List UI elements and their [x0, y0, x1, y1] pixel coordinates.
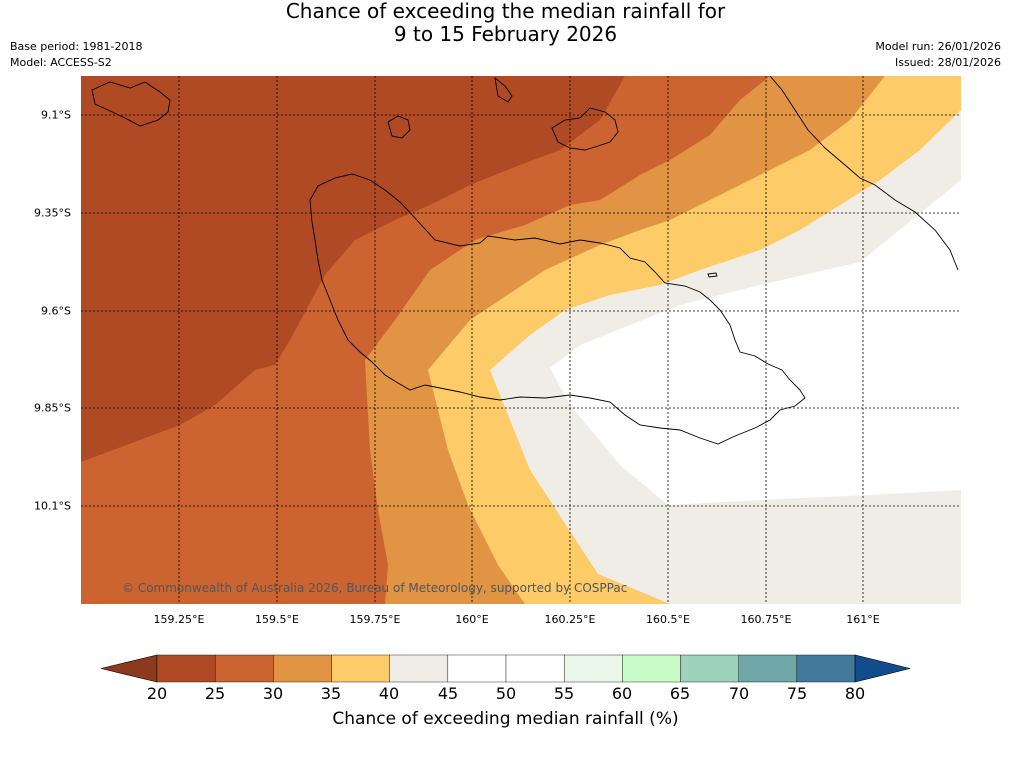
base-period-text: Base period: 1981-2018	[10, 40, 143, 53]
savo-island-coastline	[387, 115, 411, 139]
small-island	[707, 272, 718, 278]
lat-label: 9.85°S	[34, 401, 71, 415]
colorbar-swatch	[505, 654, 565, 683]
colorbar-swatch	[622, 654, 681, 683]
north-coast-island	[494, 76, 513, 103]
colorbar-swatch	[389, 654, 449, 683]
grid-lines	[81, 76, 961, 604]
issued-text: Issued: 28/01/2026	[894, 56, 1001, 69]
colorbar-tick-label: 65	[669, 684, 691, 703]
colorbar-tick-label: 60	[611, 684, 633, 703]
colorbar-tick-label: 50	[495, 684, 517, 703]
colorbar-tick-label: 80	[844, 684, 866, 703]
santa-isabel-coastline	[91, 81, 171, 127]
colorbar-tick-label: 20	[146, 684, 168, 703]
colorbar-swatch	[331, 654, 390, 683]
colorbar-swatch	[796, 654, 856, 683]
lon-label: 160.25°E	[544, 613, 596, 626]
model-text: Model: ACCESS-S2	[10, 56, 112, 69]
lat-label: 9.1°S	[41, 108, 71, 122]
colorbar-tick-label: 45	[437, 684, 459, 703]
lat-label: 10.1°S	[34, 499, 71, 513]
lon-label: 160°E	[455, 613, 489, 626]
coastlines	[91, 76, 959, 445]
title-line-2: 9 to 15 February 2026	[393, 22, 618, 46]
model-run-text: Model run: 26/01/2026	[875, 40, 1001, 53]
lat-label: 9.35°S	[34, 206, 71, 220]
lat-label: 9.6°S	[41, 304, 71, 318]
colorbar-tick-label: 75	[786, 684, 808, 703]
region-45-55	[550, 180, 961, 505]
colorbar-swatch	[680, 654, 739, 683]
colorbar-swatch	[738, 654, 798, 683]
malaita-coastline	[769, 76, 959, 271]
colorbar-extend-low	[100, 654, 158, 683]
colorbar-swatch	[447, 654, 507, 683]
rainfall-contours	[81, 76, 961, 604]
colorbar-swatch	[214, 654, 274, 683]
lon-label: 159.25°E	[153, 613, 205, 626]
lon-label: 160.75°E	[740, 613, 792, 626]
colorbar-tick-label: 25	[204, 684, 226, 703]
guadalcanal-coastline	[309, 173, 806, 445]
colorbar-extend-high	[854, 654, 911, 683]
colorbar-swatch	[563, 654, 623, 683]
lon-label: 159.75°E	[349, 613, 401, 626]
colorbar-title: Chance of exceeding median rainfall (%)	[332, 709, 679, 729]
colorbar-tick-label: 40	[378, 684, 400, 703]
colorbar-swatch	[273, 654, 332, 683]
colorbar-swatch	[156, 654, 216, 683]
colorbar-tick-label: 70	[728, 684, 750, 703]
colorbar-tick-label: 30	[262, 684, 284, 703]
lon-label: 159.5°E	[255, 613, 299, 626]
colorbar	[100, 654, 911, 683]
lon-label: 161°E	[846, 613, 880, 626]
colorbar-tick-label: 35	[320, 684, 342, 703]
title-line-1: Chance of exceeding the median rainfall …	[285, 0, 726, 23]
chart-title: Chance of exceeding the median rainfall …	[0, 0, 1011, 46]
lon-label: 160.5°E	[646, 613, 690, 626]
colorbar-tick-label: 55	[553, 684, 575, 703]
meta-left: Base period: 1981-2018 Model: ACCESS-S2	[10, 39, 142, 71]
copyright-text: © Commonwealth of Australia 2026, Bureau…	[122, 581, 627, 595]
meta-right: Model run: 26/01/2026 Issued: 28/01/2026	[875, 39, 1001, 71]
